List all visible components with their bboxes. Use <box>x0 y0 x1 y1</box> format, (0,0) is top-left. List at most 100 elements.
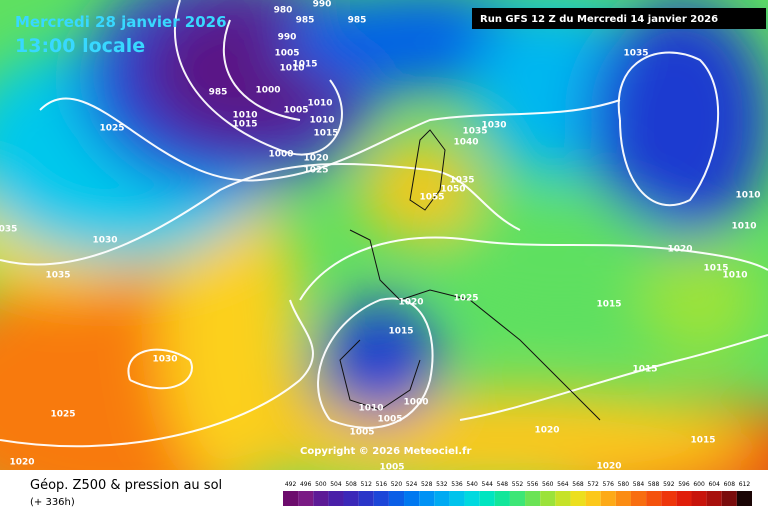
colorbar-tick-label: 492 <box>285 481 297 488</box>
isobar-label: 1055 <box>419 193 444 203</box>
colorbar-swatch <box>630 491 647 506</box>
isobar-label: 1050 <box>440 185 465 195</box>
colorbar-swatch <box>600 491 616 506</box>
colorbar: 492 496 500 504 508 512 516 520 524 528 532 536 540 5… <box>283 481 752 506</box>
colorbar-tick-label: 564 <box>557 481 569 488</box>
colorbar-tick-label: 524 <box>406 481 418 488</box>
colorbar-swatch <box>404 491 420 506</box>
isobar-label: 1020 <box>596 462 621 472</box>
colorbar-swatch <box>736 491 752 506</box>
colorbar-tick-label: 556 <box>527 481 539 488</box>
isobar-label: 1030 <box>481 121 506 131</box>
isobar-label: 1010 <box>722 271 747 281</box>
isobar-label: 1005 <box>379 463 404 473</box>
colorbar-tick-label: 612 <box>739 481 751 488</box>
colorbar-tick-label: 588 <box>648 481 660 488</box>
colorbar-tick-label: 552 <box>512 481 524 488</box>
colorbar-tick-label: 568 <box>572 481 584 488</box>
isobar-label: 035 <box>0 225 17 235</box>
isobar-label: 1010 <box>731 222 756 232</box>
colorbar-swatch <box>676 491 692 506</box>
colorbar-swatch <box>615 491 631 506</box>
isobar-label: 1015 <box>313 129 338 139</box>
isobar-label: 1015 <box>690 436 715 446</box>
colorbar-tick-label: 512 <box>360 481 372 488</box>
isobar-label: 1025 <box>303 166 328 176</box>
colorbar-swatch <box>555 491 571 506</box>
isobar-label: 1015 <box>703 264 728 274</box>
colorbar-swatch <box>494 491 510 506</box>
colorbar-swatch <box>373 491 389 506</box>
isobar-label: 1035 <box>623 49 648 59</box>
colorbar-swatch <box>661 491 677 506</box>
isobar-label: 1000 <box>403 398 428 408</box>
isobar-label: 1010 <box>358 404 383 414</box>
isobar-label: 1025 <box>50 410 75 420</box>
isobar-label: 1035 <box>462 127 487 137</box>
colorbar-tick-label: 536 <box>451 481 463 488</box>
isobar-label: 1020 <box>534 426 559 436</box>
isobar-label: 990 <box>313 0 332 10</box>
colorbar-tick-label: 584 <box>633 481 645 488</box>
colorbar-tick-label: 520 <box>391 481 403 488</box>
colorbar-tick-label: 540 <box>466 481 478 488</box>
colorbar-swatch <box>419 491 435 506</box>
colorbar-tick-label: 600 <box>693 481 705 488</box>
colorbar-tick-label: 580 <box>618 481 630 488</box>
isobar-label: 1010 <box>309 116 334 126</box>
colorbar-tick-label: 576 <box>603 481 615 488</box>
run-info: Run GFS 12 Z du Mercredi 14 janvier 2026 <box>480 14 718 25</box>
isobar-label: 1015 <box>632 365 657 375</box>
colorbar-swatch <box>388 491 405 506</box>
isobar-label: 1035 <box>449 176 474 186</box>
isobar-label: 990 <box>278 33 297 43</box>
isobar-label: 1005 <box>377 415 402 425</box>
colorbar-tick-label: 528 <box>421 481 433 488</box>
footer-lead: (+ 336h) <box>30 497 75 508</box>
isobar-label: 1005 <box>274 49 299 59</box>
isobar-label: 1005 <box>283 106 308 116</box>
isobar-label: 1005 <box>349 428 374 438</box>
colorbar-tick-label: 532 <box>436 481 448 488</box>
colorbar-swatch <box>706 491 722 506</box>
colorbar-swatch <box>585 491 601 506</box>
colorbar-tick-label: 608 <box>724 481 736 488</box>
footer-title: Géop. Z500 & pression au sol <box>30 478 222 493</box>
isobar-label: 1020 <box>667 245 692 255</box>
colorbar-tick-label: 604 <box>708 481 720 488</box>
isobar-label: 1010 <box>735 191 760 201</box>
colorbar-swatch <box>691 491 707 506</box>
colorbar-swatch <box>525 491 541 506</box>
colorbar-tick-label: 508 <box>345 481 357 488</box>
colorbar-swatch <box>464 491 480 506</box>
colorbar-tick-label: 548 <box>497 481 509 488</box>
isobar-label: 1025 <box>453 294 478 304</box>
colorbar-swatch <box>298 491 314 506</box>
isobar-label: 985 <box>296 16 315 26</box>
isobar-label: 1030 <box>92 236 117 246</box>
isobar-label: 1040 <box>453 138 478 148</box>
colorbar-swatch <box>540 491 556 506</box>
isobar-label: 1010 <box>232 111 257 121</box>
colorbar-swatch <box>509 491 526 506</box>
isobar-label: 1000 <box>268 150 293 160</box>
colorbar-swatch <box>434 491 450 506</box>
colorbar-tick-label: 544 <box>482 481 494 488</box>
isobar-label: 1030 <box>152 355 177 365</box>
isobar-label: 1015 <box>596 300 621 310</box>
isobar-label: 1020 <box>9 458 34 468</box>
colorbar-swatch <box>358 491 374 506</box>
colorbar-tick-label: 596 <box>678 481 690 488</box>
colorbar-swatch <box>479 491 495 506</box>
colorbar-tick-label: 560 <box>542 481 554 488</box>
forecast-date: Mercredi 28 janvier 2026 <box>15 13 227 31</box>
isobar-label: 980 <box>274 6 293 16</box>
colorbar-swatch <box>283 491 299 506</box>
copyright: Copyright © 2026 Meteociel.fr <box>300 446 471 457</box>
colorbar-tick-label: 504 <box>330 481 342 488</box>
isobar-label: 1000 <box>255 86 280 96</box>
colorbar-swatch <box>343 491 359 506</box>
